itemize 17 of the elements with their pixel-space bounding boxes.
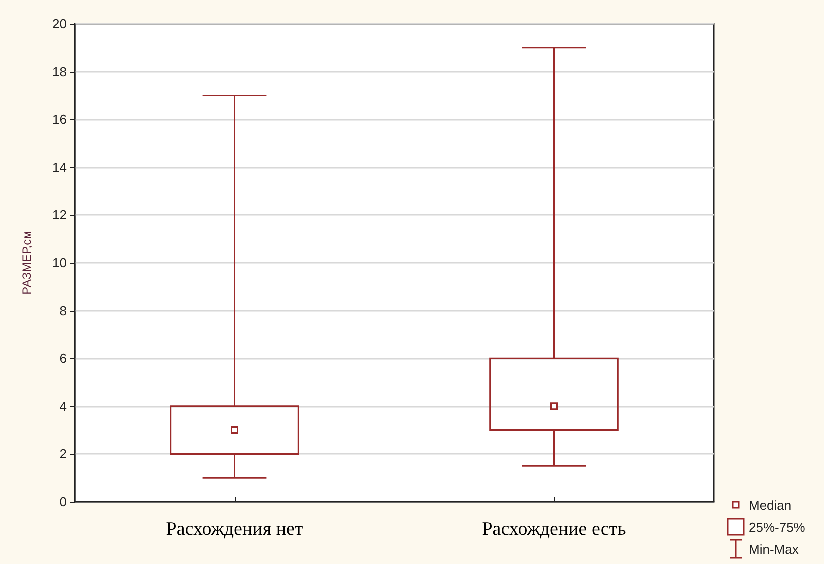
text: Median <box>749 498 792 512</box>
y-tick-label: 6 <box>60 351 67 366</box>
y-tick-label: 0 <box>60 494 67 510</box>
y-tick-label: 2 <box>60 446 67 462</box>
text: Min-Max <box>749 542 799 556</box>
y-tick-label: 14 <box>52 160 67 175</box>
x-tick-label: Расхождение есть <box>482 519 627 540</box>
y-tick-label: 8 <box>60 303 67 318</box>
text: 25%-75% <box>749 520 806 534</box>
y-tick-label: 16 <box>52 112 67 128</box>
y-tick-label: 4 <box>60 398 67 414</box>
y-tick-label: 20 <box>52 16 67 32</box>
y-axis-title: РАЗМЕР,см <box>20 231 34 295</box>
x-tick-label: Расхождения нет <box>166 519 304 540</box>
y-tick-label: 10 <box>52 256 67 270</box>
y-tick-label: 18 <box>52 64 67 80</box>
y-tick-label: 12 <box>52 208 67 223</box>
